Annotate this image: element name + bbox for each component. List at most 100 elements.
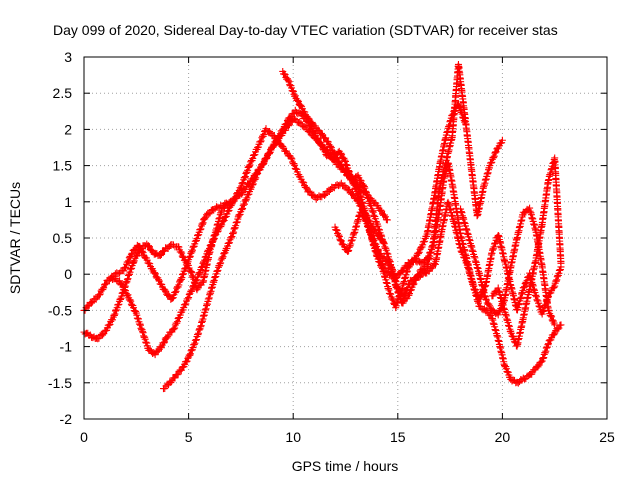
data-point-marker — [189, 246, 197, 254]
data-point-marker — [182, 300, 190, 308]
data-point-marker — [110, 311, 118, 319]
data-point-marker — [360, 181, 368, 189]
data-point-marker — [482, 295, 490, 303]
data-point-marker — [321, 191, 329, 199]
data-point-marker — [186, 252, 194, 260]
data-point-marker — [534, 363, 542, 371]
data-point-marker — [194, 232, 202, 240]
data-point-marker — [545, 307, 553, 315]
data-point-marker — [124, 291, 132, 299]
data-point-marker — [514, 379, 522, 387]
data-point-marker — [337, 149, 345, 157]
data-point-marker — [286, 114, 294, 122]
data-point-marker — [309, 128, 317, 136]
data-point-marker — [470, 282, 478, 290]
data-point-marker — [175, 243, 183, 251]
y-tick-label: -2 — [60, 411, 73, 427]
data-point-marker — [548, 313, 556, 321]
data-point-marker — [225, 239, 233, 247]
data-point-marker — [520, 284, 528, 292]
data-point-marker — [457, 244, 465, 252]
data-point-marker — [333, 226, 341, 234]
data-point-marker — [217, 259, 225, 267]
data-point-marker — [213, 228, 221, 236]
data-point-marker — [95, 291, 103, 299]
data-point-marker — [262, 155, 270, 163]
data-point-marker — [122, 263, 130, 271]
data-point-marker — [294, 97, 302, 105]
data-point-marker — [551, 321, 559, 329]
x-axis-tick-labels: 0 5 10 15 20 25 — [80, 429, 615, 445]
data-point-marker — [335, 231, 343, 239]
data-point-marker — [337, 160, 345, 168]
x-tick-label: 0 — [80, 429, 88, 445]
y-tick-label: 0.5 — [53, 230, 73, 246]
data-point-marker — [220, 216, 228, 224]
data-point-marker — [132, 307, 140, 315]
data-point-marker — [252, 171, 260, 179]
data-point-marker — [218, 254, 226, 262]
x-tick-label: 20 — [495, 429, 511, 445]
data-point-marker — [401, 290, 409, 298]
data-point-marker — [181, 301, 189, 309]
data-point-marker — [186, 351, 194, 359]
data-point-marker — [414, 250, 422, 258]
data-point-marker — [216, 260, 224, 268]
data-point-marker — [280, 70, 288, 78]
data-point-marker — [317, 129, 325, 137]
data-point-marker — [252, 174, 260, 182]
data-point-marker — [127, 250, 135, 258]
data-point-marker — [155, 276, 163, 284]
data-point-marker — [183, 259, 191, 267]
data-point-marker — [228, 200, 236, 208]
data-point-marker — [210, 235, 218, 243]
data-point-marker — [161, 286, 169, 294]
data-point-marker — [374, 245, 382, 253]
x-tick-label: 15 — [390, 429, 406, 445]
data-point-marker — [171, 289, 179, 297]
y-axis-label: SDTVAR / TECUs — [7, 182, 23, 294]
data-point-marker — [178, 252, 186, 260]
data-point-marker — [172, 287, 180, 295]
data-point-marker — [327, 142, 335, 150]
y-tick-label: -1.5 — [48, 375, 72, 391]
data-point-marker — [314, 135, 322, 143]
data-point-marker — [283, 120, 291, 128]
data-point-marker — [491, 149, 499, 157]
data-point-marker — [126, 296, 134, 304]
data-point-marker — [229, 199, 237, 207]
data-point-marker — [164, 333, 172, 341]
y-tick-label: 2.5 — [53, 85, 73, 101]
data-point-marker — [214, 227, 222, 235]
data-point-marker — [236, 184, 244, 192]
y-tick-label: 1 — [64, 194, 72, 210]
data-point-marker — [188, 248, 196, 256]
data-point-marker — [245, 162, 253, 170]
data-point-marker — [488, 155, 496, 163]
data-point-marker — [356, 176, 364, 184]
data-point-marker — [112, 307, 120, 315]
data-point-marker — [327, 144, 335, 152]
data-point-marker — [199, 220, 207, 228]
data-point-marker — [239, 201, 247, 209]
data-point-marker — [111, 310, 119, 318]
data-point-marker — [243, 194, 251, 202]
data-point-marker — [181, 265, 189, 273]
data-point-marker — [96, 290, 104, 298]
data-point-marker — [260, 159, 268, 167]
data-point-marker — [84, 302, 92, 310]
data-point-marker — [99, 286, 107, 294]
data-point-marker — [124, 258, 132, 266]
data-point-marker — [145, 242, 153, 250]
data-point-marker — [288, 155, 296, 163]
data-point-marker — [386, 262, 394, 270]
data-point-marker — [116, 277, 124, 285]
data-point-marker — [232, 193, 240, 201]
y-tick-label: 3 — [64, 49, 72, 65]
data-point-marker — [313, 134, 321, 142]
data-point-marker — [494, 311, 502, 319]
data-point-marker — [449, 110, 457, 118]
data-point-marker — [256, 138, 264, 146]
data-point-marker — [544, 340, 552, 348]
